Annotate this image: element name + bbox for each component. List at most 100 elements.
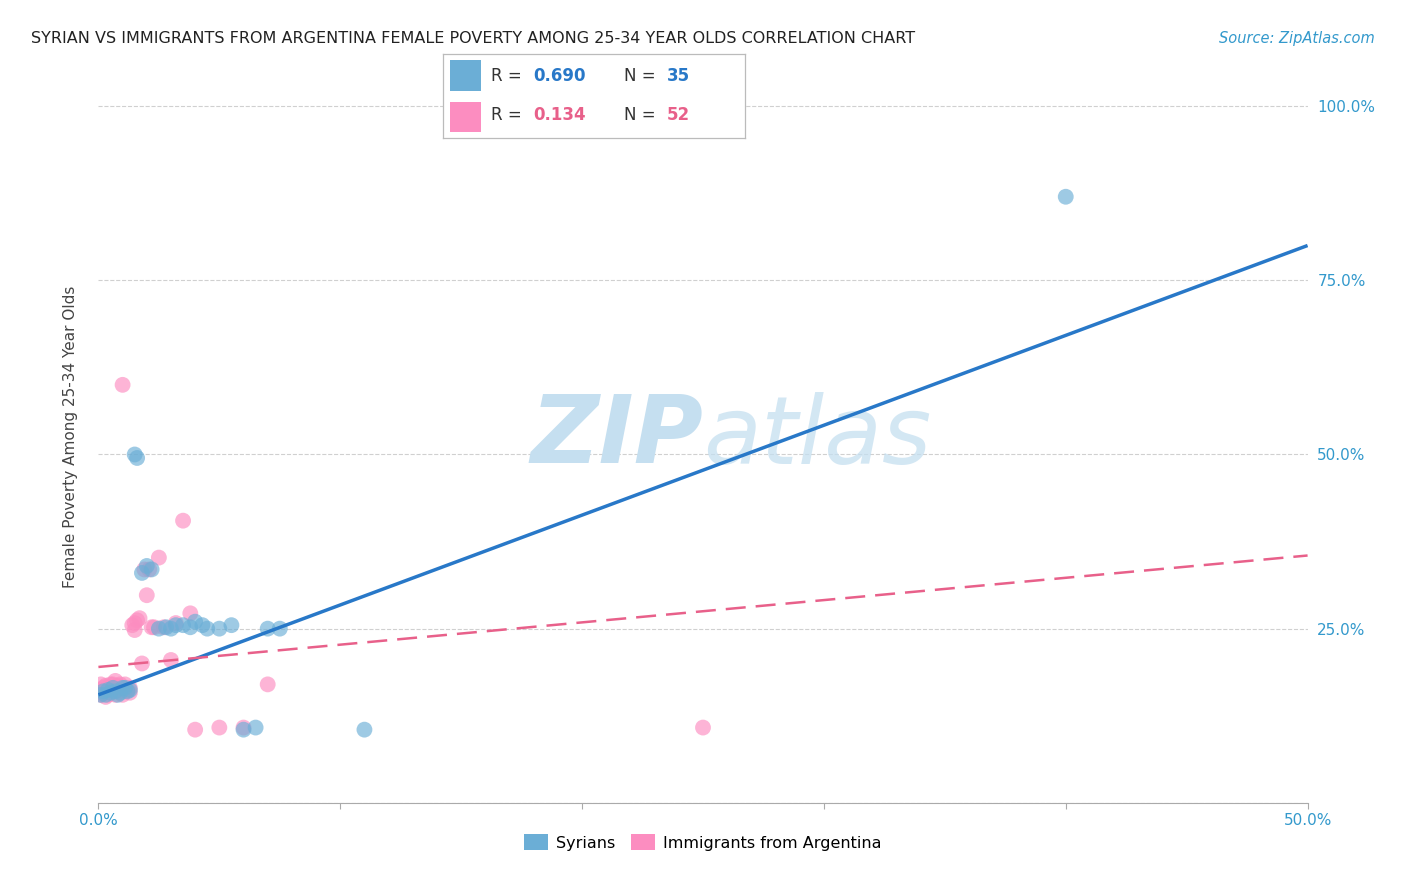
Point <box>232 723 254 737</box>
Point <box>91 681 114 695</box>
Point <box>155 620 177 634</box>
Point <box>101 681 124 695</box>
Text: SYRIAN VS IMMIGRANTS FROM ARGENTINA FEMALE POVERTY AMONG 25-34 YEAR OLDS CORRELA: SYRIAN VS IMMIGRANTS FROM ARGENTINA FEMA… <box>31 31 915 46</box>
Point <box>124 616 146 631</box>
Text: R =: R = <box>491 105 527 123</box>
Point <box>256 677 278 691</box>
Point <box>269 622 291 636</box>
Point <box>108 686 131 700</box>
Point <box>90 682 112 697</box>
Point <box>131 566 153 580</box>
Point <box>104 673 127 688</box>
Text: Source: ZipAtlas.com: Source: ZipAtlas.com <box>1219 31 1375 46</box>
Point <box>108 677 131 691</box>
Point <box>97 688 120 702</box>
Point <box>184 615 207 629</box>
Point <box>160 653 183 667</box>
Point <box>90 688 112 702</box>
Point <box>94 688 117 702</box>
Point <box>160 622 183 636</box>
Point <box>135 588 157 602</box>
Point <box>692 721 714 735</box>
Point <box>124 623 146 637</box>
Point <box>114 681 136 695</box>
Point <box>118 682 141 697</box>
Point <box>148 622 170 636</box>
Point <box>128 611 150 625</box>
Point <box>208 622 231 636</box>
Point <box>90 677 112 691</box>
Point <box>100 686 122 700</box>
Legend: Syrians, Immigrants from Argentina: Syrians, Immigrants from Argentina <box>517 828 889 857</box>
Text: 0.690: 0.690 <box>534 67 586 85</box>
Point <box>165 616 187 631</box>
Point <box>90 688 112 702</box>
Point <box>107 684 129 698</box>
Point <box>179 620 201 634</box>
Point <box>94 679 117 693</box>
Point <box>141 620 163 634</box>
Point <box>221 618 243 632</box>
Point <box>148 550 170 565</box>
Point <box>195 622 218 636</box>
Point <box>152 620 174 634</box>
Point <box>117 682 139 697</box>
Point <box>141 562 163 576</box>
Point <box>107 679 129 693</box>
Text: 35: 35 <box>666 67 690 85</box>
Point <box>184 723 207 737</box>
Point <box>91 684 114 698</box>
Point <box>172 618 194 632</box>
Point <box>101 677 124 691</box>
Point <box>111 681 134 695</box>
Point <box>114 677 136 691</box>
Point <box>131 657 153 671</box>
Point <box>256 622 278 636</box>
Point <box>134 562 156 576</box>
Point <box>111 688 134 702</box>
Point <box>111 681 134 695</box>
Point <box>97 682 120 697</box>
Point <box>165 618 187 632</box>
Point <box>104 684 127 698</box>
Point <box>179 607 201 621</box>
Point <box>127 613 149 627</box>
Point <box>104 681 127 695</box>
Point <box>143 620 166 634</box>
FancyBboxPatch shape <box>450 102 481 132</box>
Point <box>91 686 114 700</box>
Text: R =: R = <box>491 67 527 85</box>
Point <box>100 677 122 691</box>
Point <box>121 618 143 632</box>
Point <box>101 682 124 697</box>
Text: 0.134: 0.134 <box>534 105 586 123</box>
Text: ZIP: ZIP <box>530 391 703 483</box>
Point <box>191 618 214 632</box>
Point <box>118 686 141 700</box>
Point <box>111 377 134 392</box>
Text: 52: 52 <box>666 105 690 123</box>
Text: atlas: atlas <box>703 392 931 483</box>
Point <box>127 450 149 465</box>
Point <box>100 686 122 700</box>
Point <box>138 562 160 576</box>
Point <box>1054 190 1077 204</box>
Point <box>208 721 231 735</box>
Text: N =: N = <box>624 67 661 85</box>
Point <box>94 690 117 704</box>
Point <box>232 721 254 735</box>
Point <box>97 682 120 697</box>
Y-axis label: Female Poverty Among 25-34 Year Olds: Female Poverty Among 25-34 Year Olds <box>63 286 77 588</box>
Point <box>107 688 129 702</box>
Point <box>94 684 117 698</box>
Point <box>135 558 157 573</box>
Point <box>108 682 131 697</box>
Text: N =: N = <box>624 105 661 123</box>
Point <box>124 448 146 462</box>
FancyBboxPatch shape <box>450 61 481 91</box>
Point <box>172 514 194 528</box>
Point <box>353 723 375 737</box>
Point <box>118 681 141 695</box>
Point <box>245 721 267 735</box>
Point <box>104 688 127 702</box>
